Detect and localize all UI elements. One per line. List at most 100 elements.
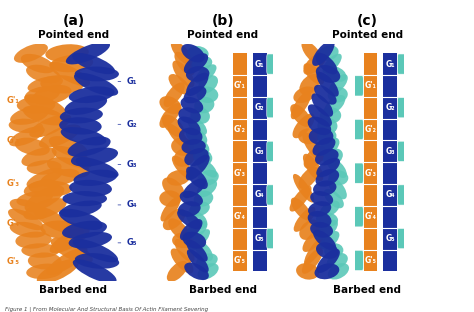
Ellipse shape bbox=[37, 259, 79, 284]
Ellipse shape bbox=[33, 85, 72, 105]
Ellipse shape bbox=[304, 145, 326, 168]
Ellipse shape bbox=[290, 104, 311, 127]
Ellipse shape bbox=[291, 91, 311, 119]
Ellipse shape bbox=[74, 73, 118, 96]
Ellipse shape bbox=[184, 148, 209, 166]
Ellipse shape bbox=[40, 75, 83, 94]
Ellipse shape bbox=[193, 149, 212, 165]
Ellipse shape bbox=[191, 107, 210, 124]
Ellipse shape bbox=[50, 227, 90, 253]
Ellipse shape bbox=[189, 229, 210, 251]
Ellipse shape bbox=[39, 124, 81, 148]
Ellipse shape bbox=[75, 253, 119, 269]
Text: G₃: G₃ bbox=[127, 160, 137, 169]
Ellipse shape bbox=[178, 116, 201, 135]
Text: G'₁: G'₁ bbox=[6, 96, 19, 105]
Text: G₂: G₂ bbox=[385, 103, 395, 112]
Text: (a): (a) bbox=[63, 14, 84, 28]
Text: Pointed end: Pointed end bbox=[38, 30, 109, 40]
Ellipse shape bbox=[298, 128, 319, 144]
Ellipse shape bbox=[291, 197, 311, 220]
Ellipse shape bbox=[316, 169, 339, 187]
FancyBboxPatch shape bbox=[354, 163, 363, 183]
Ellipse shape bbox=[168, 218, 191, 241]
Ellipse shape bbox=[63, 191, 107, 206]
Ellipse shape bbox=[186, 210, 207, 229]
Text: G'₂: G'₂ bbox=[6, 136, 19, 145]
Text: G'₃: G'₃ bbox=[234, 169, 246, 178]
Ellipse shape bbox=[167, 170, 190, 186]
Ellipse shape bbox=[187, 249, 209, 272]
Ellipse shape bbox=[73, 170, 118, 186]
Text: (c): (c) bbox=[357, 14, 378, 28]
Ellipse shape bbox=[172, 232, 195, 248]
Ellipse shape bbox=[181, 44, 205, 62]
Ellipse shape bbox=[302, 228, 325, 252]
Ellipse shape bbox=[308, 104, 332, 127]
Text: G'₁: G'₁ bbox=[234, 81, 246, 90]
Ellipse shape bbox=[195, 64, 217, 84]
Ellipse shape bbox=[186, 220, 207, 239]
Ellipse shape bbox=[60, 201, 102, 217]
Ellipse shape bbox=[51, 238, 93, 263]
Ellipse shape bbox=[21, 148, 57, 167]
Ellipse shape bbox=[21, 243, 59, 258]
Text: G₅: G₅ bbox=[255, 234, 264, 243]
Ellipse shape bbox=[316, 242, 338, 259]
Ellipse shape bbox=[68, 136, 110, 157]
Ellipse shape bbox=[50, 55, 93, 72]
Ellipse shape bbox=[33, 206, 72, 232]
Ellipse shape bbox=[196, 86, 219, 103]
Ellipse shape bbox=[15, 138, 50, 156]
Ellipse shape bbox=[294, 207, 315, 232]
Ellipse shape bbox=[186, 73, 209, 96]
Ellipse shape bbox=[172, 156, 194, 179]
Ellipse shape bbox=[173, 147, 195, 167]
FancyBboxPatch shape bbox=[398, 54, 407, 74]
Ellipse shape bbox=[71, 148, 118, 167]
Ellipse shape bbox=[194, 97, 214, 113]
Ellipse shape bbox=[182, 139, 206, 154]
Text: G₅: G₅ bbox=[385, 234, 395, 243]
Ellipse shape bbox=[167, 261, 188, 282]
Ellipse shape bbox=[59, 209, 102, 230]
Ellipse shape bbox=[313, 230, 336, 251]
Ellipse shape bbox=[24, 198, 67, 220]
Ellipse shape bbox=[159, 96, 182, 114]
Ellipse shape bbox=[303, 63, 324, 85]
Ellipse shape bbox=[69, 86, 115, 103]
Ellipse shape bbox=[318, 46, 338, 61]
Ellipse shape bbox=[316, 158, 340, 177]
Ellipse shape bbox=[178, 201, 201, 217]
Ellipse shape bbox=[182, 232, 206, 249]
Ellipse shape bbox=[59, 117, 101, 134]
Ellipse shape bbox=[328, 87, 348, 103]
Text: G'₅: G'₅ bbox=[234, 256, 246, 265]
Ellipse shape bbox=[316, 65, 340, 83]
Ellipse shape bbox=[24, 94, 66, 116]
Text: G'₂: G'₂ bbox=[365, 125, 376, 134]
Ellipse shape bbox=[303, 154, 323, 181]
FancyBboxPatch shape bbox=[267, 98, 276, 118]
Ellipse shape bbox=[183, 86, 207, 103]
Ellipse shape bbox=[167, 124, 189, 149]
FancyBboxPatch shape bbox=[267, 54, 276, 74]
Ellipse shape bbox=[25, 86, 60, 103]
Ellipse shape bbox=[40, 221, 83, 239]
Text: G'₄: G'₄ bbox=[365, 212, 376, 221]
Text: Barbed end: Barbed end bbox=[39, 285, 108, 295]
Ellipse shape bbox=[73, 259, 117, 283]
FancyBboxPatch shape bbox=[267, 228, 276, 249]
Ellipse shape bbox=[61, 127, 106, 145]
Ellipse shape bbox=[316, 220, 338, 240]
Ellipse shape bbox=[75, 157, 118, 178]
Text: G₁: G₁ bbox=[255, 60, 264, 69]
Ellipse shape bbox=[304, 236, 326, 265]
Ellipse shape bbox=[324, 189, 344, 208]
Ellipse shape bbox=[191, 56, 212, 71]
Ellipse shape bbox=[9, 199, 47, 219]
Ellipse shape bbox=[313, 180, 337, 196]
Text: G₁: G₁ bbox=[385, 60, 395, 69]
Ellipse shape bbox=[17, 97, 55, 114]
Ellipse shape bbox=[181, 97, 203, 113]
